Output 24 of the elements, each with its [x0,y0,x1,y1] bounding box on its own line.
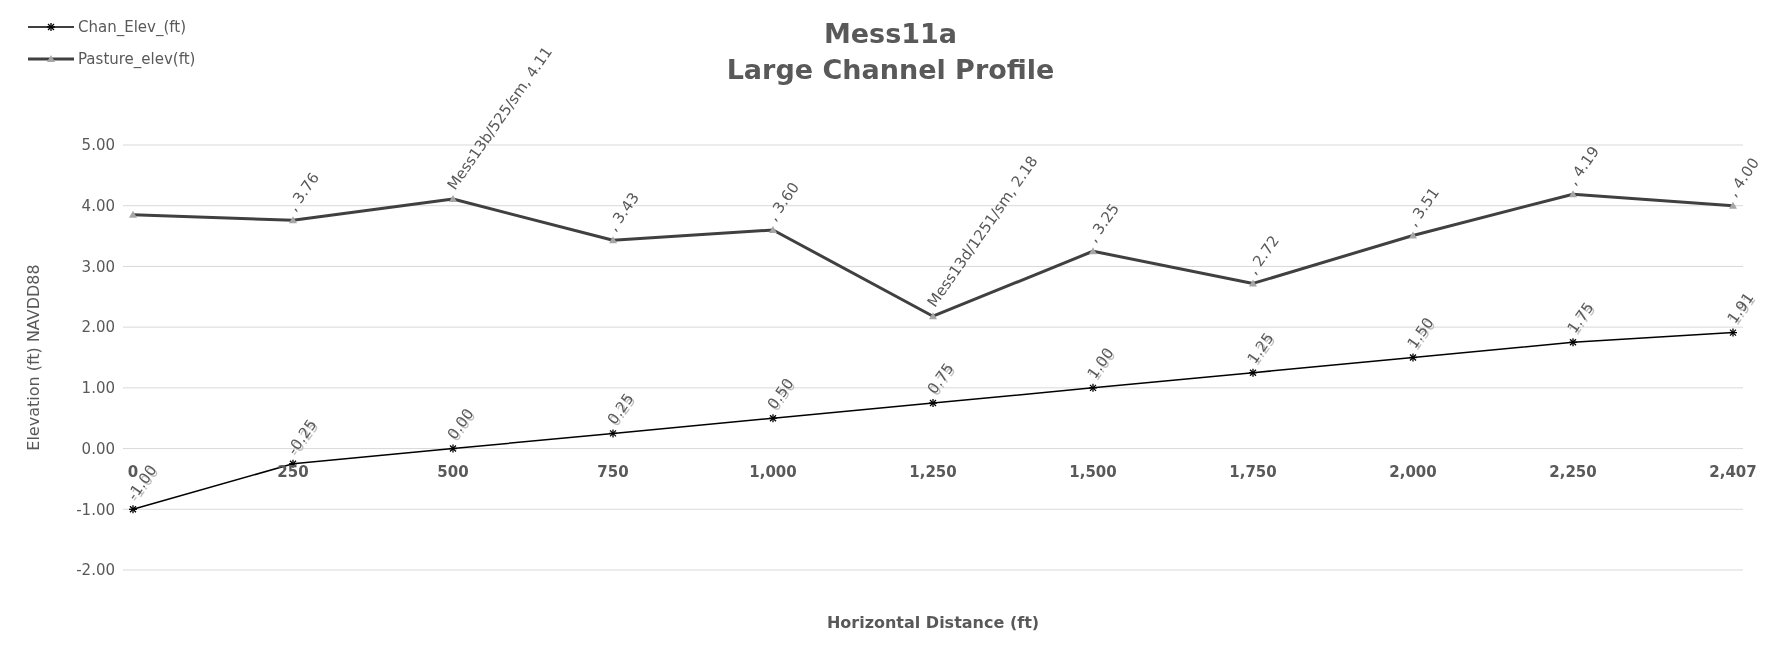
y-axis-title: Elevation (ft) NAVDD88 [23,264,43,451]
y-tick-label: 4.00 [81,197,115,216]
y-tick-label: 2.00 [81,318,115,337]
y-tick-label: 1.00 [81,379,115,398]
x-axis-title: Horizontal Distance (ft) [826,613,1040,632]
y-tick-label: 3.00 [81,257,115,276]
chart-subtitle: Large Channel Profile [726,54,1055,85]
legend-label: Pasture_elev(ft) [78,50,196,68]
x-tick-label: 1,750 [1229,462,1277,481]
x-tick-label: 1,000 [749,462,797,481]
x-tick-label: 2,407 [1709,462,1757,481]
legend-label: Chan_Elev_(ft) [78,18,187,36]
x-tick-label: 2,250 [1549,462,1597,481]
x-tick-label: 1,250 [909,462,957,481]
y-tick-label: 0.00 [81,439,115,458]
x-tick-label: 1,500 [1069,462,1117,481]
x-tick-label: 250 [277,462,309,481]
x-tick-label: 500 [437,462,469,481]
x-tick-label: 750 [597,462,629,481]
x-tick-label: 2,000 [1389,462,1437,481]
y-tick-label: 5.00 [81,136,115,155]
y-tick-label: -2.00 [76,561,115,580]
chart-title: Mess11a [823,18,958,49]
y-tick-label: -1.00 [76,500,115,519]
